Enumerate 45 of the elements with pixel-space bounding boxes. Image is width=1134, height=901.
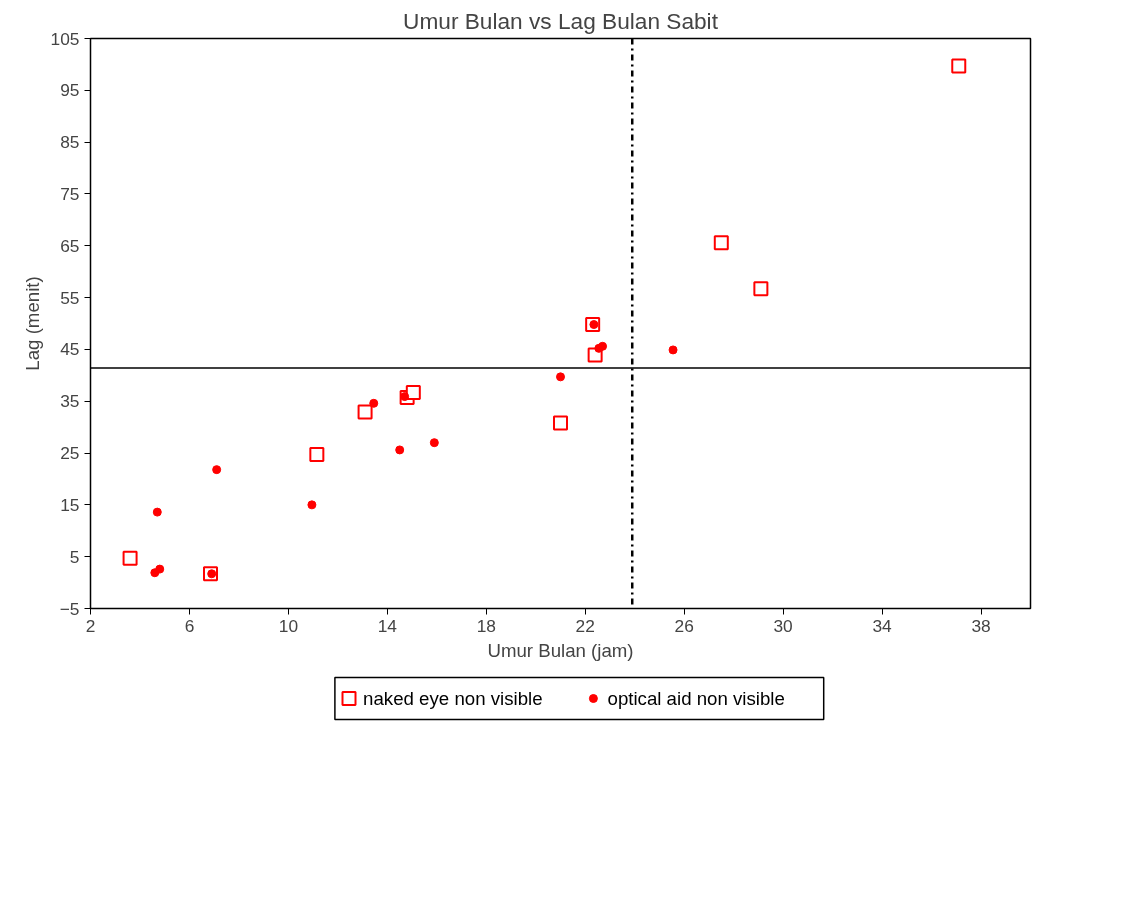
point: [395, 445, 405, 455]
point: [309, 447, 325, 463]
x-axis-title: Umur Bulan (jam): [487, 639, 634, 661]
x-tick-label: 6: [184, 615, 195, 636]
point: [152, 507, 162, 517]
legend-label: optical aid non visible: [607, 688, 785, 709]
point: [212, 465, 222, 475]
point: [553, 415, 568, 431]
point: [713, 235, 729, 251]
y-tick-label: −5: [59, 598, 80, 619]
y-tick-label: 65: [60, 235, 80, 256]
point: [307, 500, 317, 510]
point: [753, 281, 769, 297]
y-axis-title: Lag (menit): [21, 276, 43, 371]
x-tick-label: 18: [476, 615, 496, 636]
point: [122, 550, 138, 566]
y-tick-label: 95: [60, 80, 80, 101]
y-tick-label: 55: [60, 287, 80, 308]
y-tick-label: 15: [60, 494, 80, 515]
y-tick-label: 105: [50, 28, 80, 49]
x-tick-label: 22: [575, 615, 595, 636]
x-tick-label: 30: [773, 615, 793, 636]
x-tick-label: 10: [278, 615, 299, 636]
point: [668, 345, 678, 355]
y-tick-label: 85: [60, 132, 80, 153]
point: [369, 398, 379, 408]
point: [556, 372, 565, 382]
y-tick-label: 25: [60, 443, 80, 464]
y-tick-label: 75: [60, 183, 80, 204]
chart-title: Umur Bulan vs Lag Bulan Sabit: [403, 7, 719, 34]
point: [951, 58, 967, 74]
point: [155, 564, 165, 574]
x-tick-label: 34: [872, 615, 893, 636]
y-tick-label: 45: [60, 339, 80, 360]
point: [357, 404, 373, 420]
point: [429, 438, 439, 448]
x-tick-label: 2: [85, 615, 96, 636]
point: [405, 384, 421, 400]
point: [598, 341, 608, 351]
y-tick-label: 35: [60, 391, 80, 412]
y-tick-label: 5: [69, 546, 80, 567]
x-tick-label: 14: [377, 615, 398, 636]
x-tick-label: 38: [971, 615, 991, 636]
legend-label: naked eye non visible: [363, 688, 543, 709]
x-tick-label: 26: [674, 615, 694, 636]
